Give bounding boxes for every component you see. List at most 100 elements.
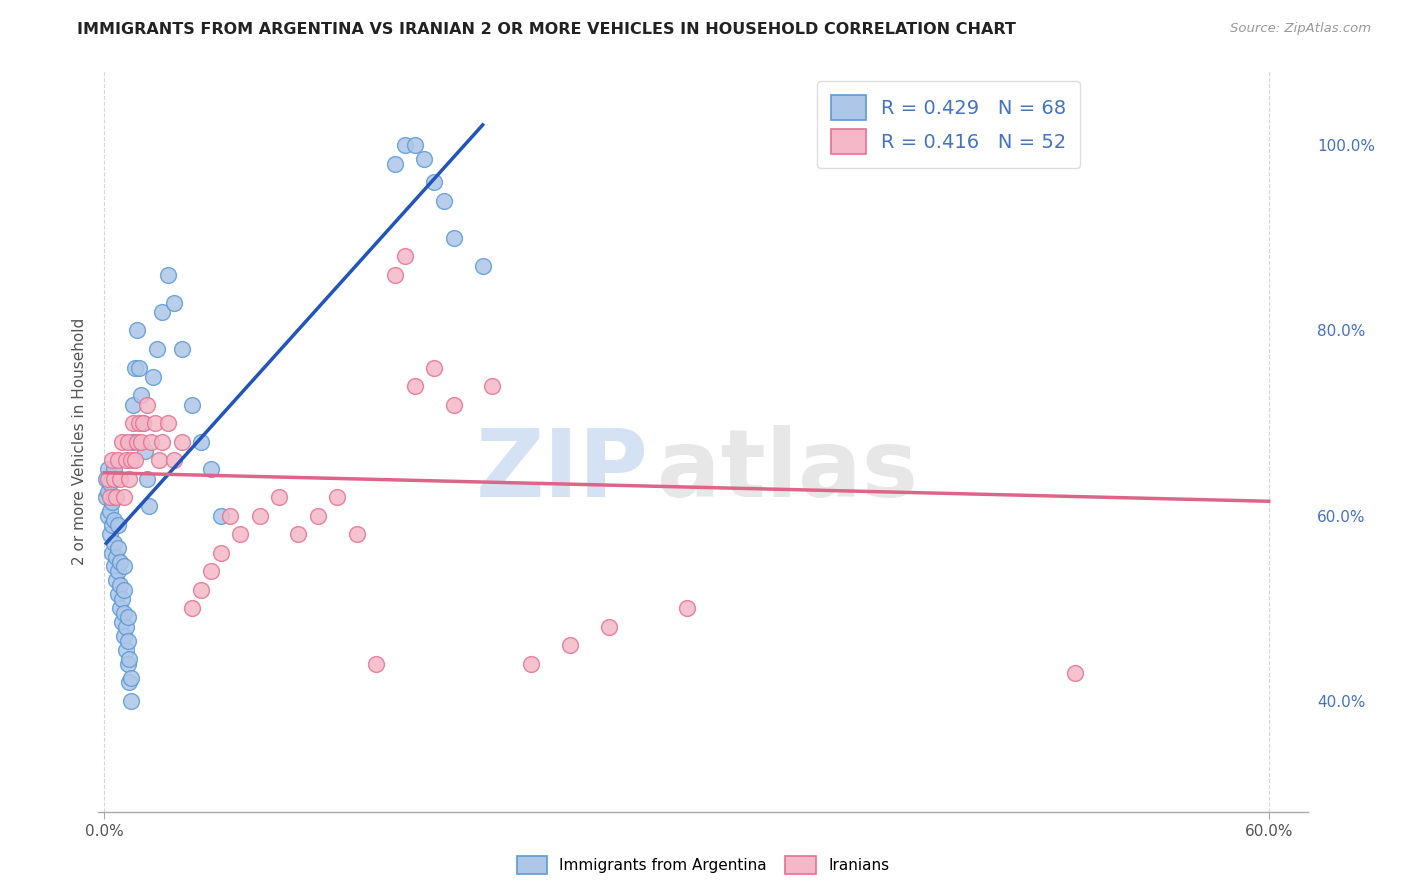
Point	[107, 564, 129, 578]
Point	[157, 416, 180, 430]
Point	[433, 194, 456, 208]
Point	[117, 657, 139, 671]
Point	[127, 323, 149, 337]
Point	[209, 545, 232, 560]
Point	[163, 295, 186, 310]
Legend: R = 0.429   N = 68, R = 0.416   N = 52: R = 0.429 N = 68, R = 0.416 N = 52	[817, 81, 1080, 168]
Point	[481, 379, 503, 393]
Point	[118, 675, 141, 690]
Point	[97, 462, 120, 476]
Point	[108, 601, 131, 615]
Point	[98, 490, 121, 504]
Point	[98, 527, 121, 541]
Point	[558, 638, 581, 652]
Point	[128, 360, 150, 375]
Point	[134, 443, 156, 458]
Point	[200, 564, 222, 578]
Point	[180, 601, 202, 615]
Point	[112, 582, 135, 597]
Point	[111, 434, 134, 449]
Point	[423, 360, 446, 375]
Point	[127, 434, 149, 449]
Point	[163, 453, 186, 467]
Point	[148, 453, 170, 467]
Point	[142, 369, 165, 384]
Point	[96, 490, 118, 504]
Point	[307, 508, 329, 523]
Point	[129, 388, 152, 402]
Point	[404, 138, 426, 153]
Point	[104, 550, 127, 565]
Point	[122, 398, 145, 412]
Point	[103, 472, 125, 486]
Point	[107, 517, 129, 532]
Point	[118, 472, 141, 486]
Text: ZIP: ZIP	[475, 425, 648, 517]
Point	[103, 490, 125, 504]
Point	[103, 559, 125, 574]
Point	[122, 416, 145, 430]
Point	[180, 398, 202, 412]
Point	[138, 500, 160, 514]
Point	[122, 434, 145, 449]
Point	[120, 694, 142, 708]
Point	[117, 633, 139, 648]
Point	[103, 513, 125, 527]
Point	[157, 268, 180, 282]
Point	[101, 517, 124, 532]
Point	[96, 472, 118, 486]
Text: atlas: atlas	[657, 425, 918, 517]
Point	[471, 259, 494, 273]
Point	[114, 642, 136, 657]
Point	[326, 490, 349, 504]
Point	[200, 462, 222, 476]
Point	[112, 559, 135, 574]
Point	[117, 434, 139, 449]
Point	[107, 541, 129, 555]
Point	[103, 536, 125, 550]
Point	[145, 342, 167, 356]
Point	[108, 555, 131, 569]
Point	[346, 527, 368, 541]
Point	[443, 398, 465, 412]
Point	[1045, 138, 1067, 153]
Point	[384, 268, 406, 282]
Point	[114, 453, 136, 467]
Point	[112, 606, 135, 620]
Point	[413, 153, 436, 167]
Point	[443, 231, 465, 245]
Point	[98, 476, 121, 491]
Point	[384, 157, 406, 171]
Text: IMMIGRANTS FROM ARGENTINA VS IRANIAN 2 OR MORE VEHICLES IN HOUSEHOLD CORRELATION: IMMIGRANTS FROM ARGENTINA VS IRANIAN 2 O…	[77, 22, 1017, 37]
Point	[120, 671, 142, 685]
Text: Source: ZipAtlas.com: Source: ZipAtlas.com	[1230, 22, 1371, 36]
Point	[112, 629, 135, 643]
Point	[111, 615, 134, 629]
Point	[209, 508, 232, 523]
Point	[128, 416, 150, 430]
Point	[117, 610, 139, 624]
Point	[267, 490, 290, 504]
Point	[132, 416, 155, 430]
Point	[108, 472, 131, 486]
Point	[101, 494, 124, 508]
Point	[520, 657, 543, 671]
Point	[675, 601, 697, 615]
Point	[152, 434, 174, 449]
Point	[364, 657, 387, 671]
Point	[101, 453, 124, 467]
Point	[598, 620, 620, 634]
Point	[139, 434, 162, 449]
Point	[404, 379, 426, 393]
Legend: Immigrants from Argentina, Iranians: Immigrants from Argentina, Iranians	[510, 850, 896, 880]
Point	[114, 620, 136, 634]
Point	[97, 472, 120, 486]
Point	[104, 574, 127, 588]
Point	[112, 490, 135, 504]
Point	[152, 305, 174, 319]
Point	[190, 582, 212, 597]
Point	[129, 434, 152, 449]
Point	[107, 587, 129, 601]
Point	[394, 250, 416, 264]
Point	[124, 360, 146, 375]
